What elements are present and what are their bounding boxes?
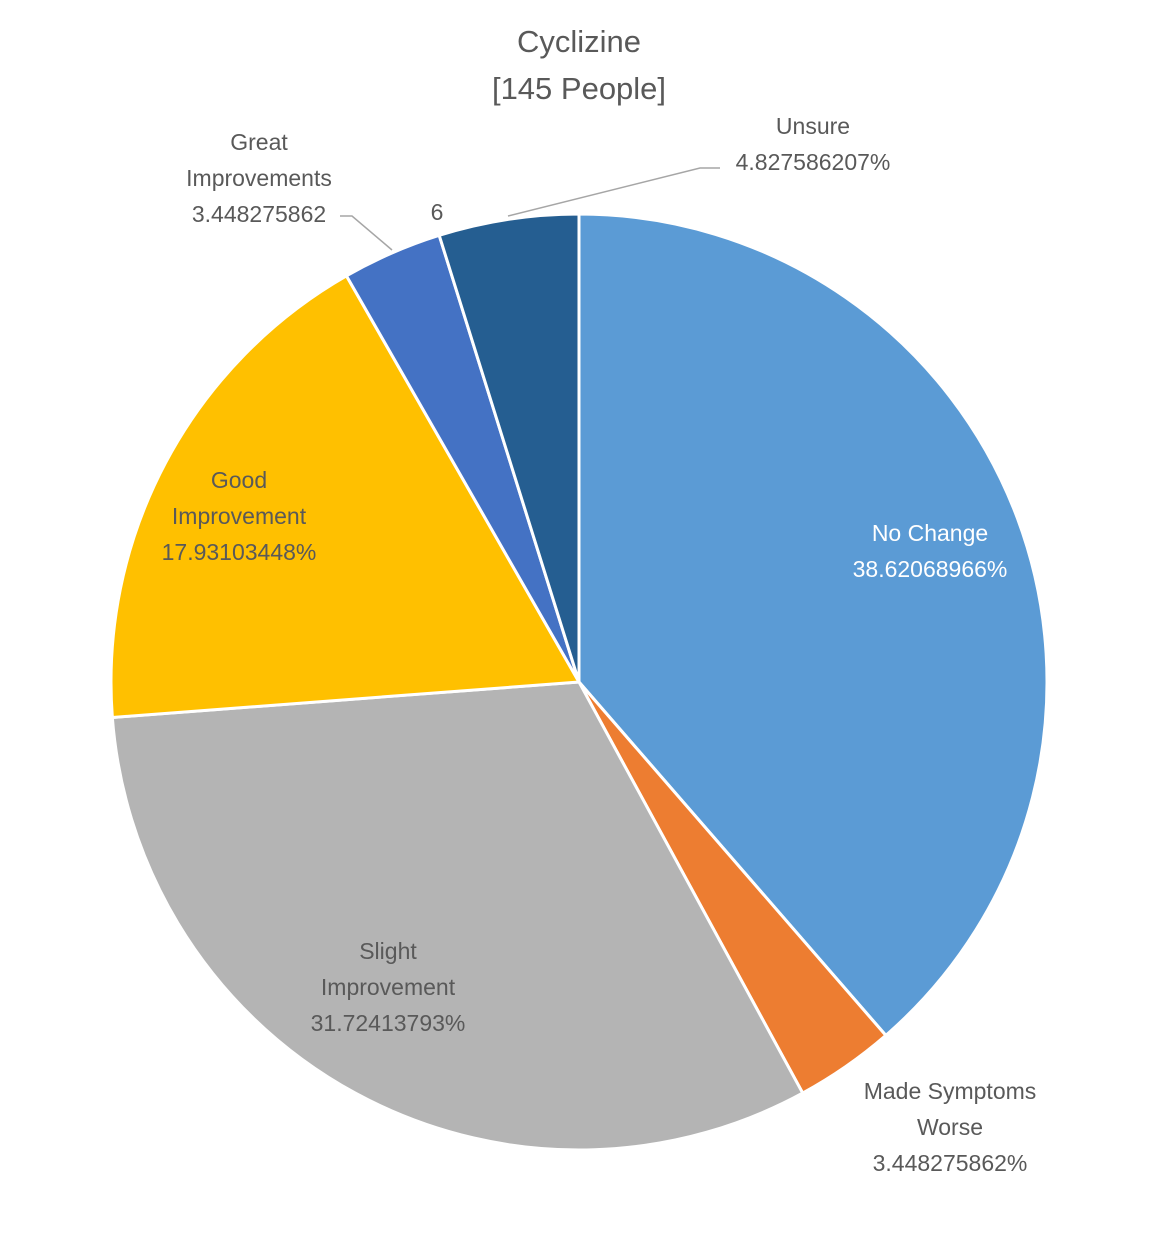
leader-line-great-improvements: [340, 215, 393, 251]
slice-slight-improvement: [110, 680, 805, 1152]
data-label-great-improvements: Great Improvements 3.448275862: [186, 129, 332, 227]
data-label-unsure: Unsure 4.827586207%: [736, 113, 891, 175]
annotation-6: 6: [431, 199, 444, 225]
data-label-no-change: No Change 38.62068966%: [853, 520, 1008, 582]
slice-unsure: [437, 212, 581, 683]
data-label-good-improvement: Good Improvement 17.93103448%: [162, 467, 317, 565]
data-label-slight-improvement: Slight Improvement 31.72413793%: [311, 938, 466, 1036]
slice-good-improvement: [109, 273, 582, 720]
slice-no-change: [577, 212, 1049, 1038]
chart-title-line-1: Cyclizine: [517, 24, 641, 59]
chart-title-line-2: [145 People]: [492, 71, 666, 106]
data-label-made-symptoms-worse: Made Symptoms Worse 3.448275862%: [864, 1078, 1037, 1176]
leader-line-unsure: [507, 167, 720, 217]
